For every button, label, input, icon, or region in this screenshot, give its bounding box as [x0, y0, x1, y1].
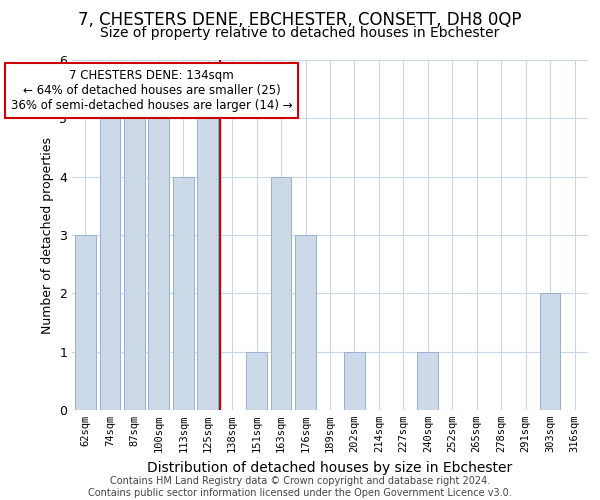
Bar — [75, 235, 96, 410]
Text: 7, CHESTERS DENE, EBCHESTER, CONSETT, DH8 0QP: 7, CHESTERS DENE, EBCHESTER, CONSETT, DH… — [78, 11, 522, 29]
Bar — [197, 118, 218, 410]
Bar — [344, 352, 365, 410]
Bar — [246, 352, 267, 410]
Text: Contains HM Land Registry data © Crown copyright and database right 2024.
Contai: Contains HM Land Registry data © Crown c… — [88, 476, 512, 498]
Bar — [173, 176, 194, 410]
Text: 7 CHESTERS DENE: 134sqm
← 64% of detached houses are smaller (25)
36% of semi-de: 7 CHESTERS DENE: 134sqm ← 64% of detache… — [11, 69, 292, 112]
Text: Size of property relative to detached houses in Ebchester: Size of property relative to detached ho… — [100, 26, 500, 40]
Bar — [540, 294, 560, 410]
Y-axis label: Number of detached properties: Number of detached properties — [41, 136, 53, 334]
Bar — [148, 118, 169, 410]
Bar — [271, 176, 292, 410]
Bar — [295, 235, 316, 410]
Bar — [100, 118, 120, 410]
Bar — [418, 352, 438, 410]
Bar — [124, 118, 145, 410]
X-axis label: Distribution of detached houses by size in Ebchester: Distribution of detached houses by size … — [148, 460, 512, 474]
